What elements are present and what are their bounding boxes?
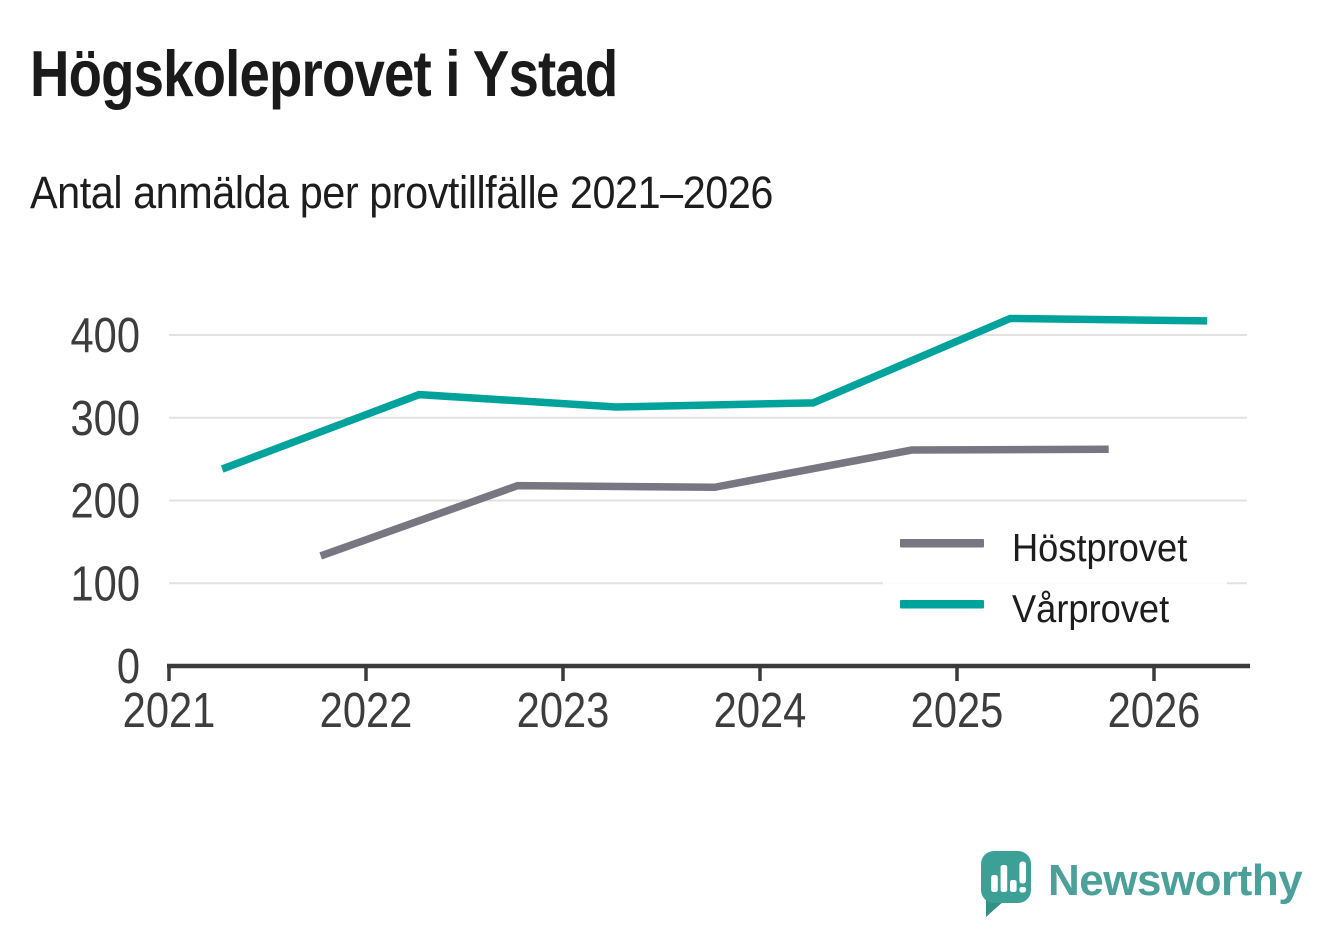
series-line-höstprovet — [319, 445, 1109, 560]
legend-label-höstprovet: Höstprovet — [1012, 526, 1188, 569]
legend-swatch-höstprovet — [900, 539, 984, 548]
x-tick-label-2026: 2026 — [1108, 683, 1201, 738]
x-tick-label-2022: 2022 — [320, 683, 413, 738]
chart-subtitle: Antal anmälda per provtillfälle 2021–202… — [30, 167, 773, 218]
newsworthy-wordmark: Newsworthy — [1048, 856, 1303, 905]
legend-swatch-vårprovet — [900, 600, 984, 609]
newsworthy-speech-bubble-bar-chart-icon — [981, 851, 1031, 917]
newsworthy-logo: Newsworthy — [981, 851, 1304, 917]
y-tick-label-100: 100 — [71, 556, 140, 611]
bar-icon-shortest — [1010, 880, 1017, 892]
chart-title: Högskoleprovet i Ystad — [30, 37, 618, 110]
exclamation-dot-icon — [1019, 887, 1026, 893]
y-tick-label-300: 300 — [71, 391, 140, 446]
bar-icon-tall — [1000, 865, 1008, 892]
y-tick-label-400: 400 — [71, 308, 140, 363]
legend-background — [883, 517, 1227, 629]
series-line-vårprovet — [220, 314, 1208, 473]
bar-icon-short — [991, 875, 998, 892]
exclamation-stem-icon — [1019, 861, 1026, 884]
legend-label-vårprovet: Vårprovet — [1012, 587, 1170, 630]
y-tick-label-0: 0 — [117, 639, 140, 694]
legend: Höstprovet Vårprovet — [883, 517, 1227, 630]
y-tick-label-200: 200 — [71, 473, 140, 528]
x-tick-label-2023: 2023 — [517, 683, 610, 738]
x-tick-label-2024: 2024 — [714, 683, 807, 738]
x-tick-label-2021: 2021 — [123, 683, 216, 738]
x-tick-label-2025: 2025 — [911, 683, 1004, 738]
